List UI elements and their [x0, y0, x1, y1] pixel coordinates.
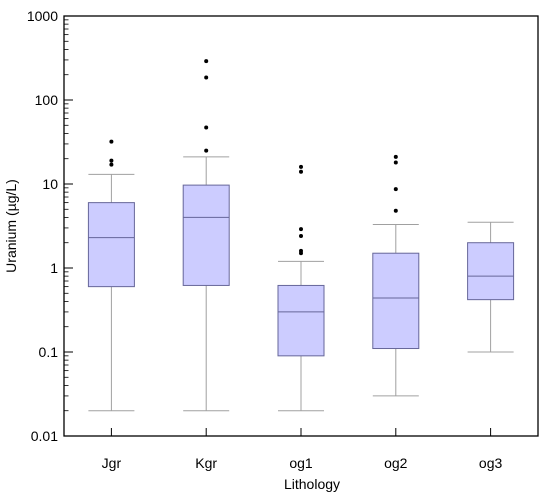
x-tick-label: Kgr — [195, 455, 217, 471]
box-group — [87, 139, 135, 412]
x-tick-label: og2 — [384, 455, 408, 471]
outlier-point — [299, 164, 303, 169]
outlier-point — [204, 75, 209, 80]
outlier-point — [393, 208, 398, 213]
outlier-point — [393, 154, 398, 159]
box-group — [372, 154, 420, 397]
outlier-point — [109, 158, 114, 163]
outlier-point — [393, 160, 398, 165]
outlier-point — [204, 125, 209, 130]
outlier-point — [299, 227, 303, 232]
box-iqr — [277, 284, 325, 357]
y-tick-label: 1 — [50, 260, 58, 276]
box-group — [467, 221, 515, 353]
x-axis-label: Lithology — [284, 476, 340, 492]
outlier-point — [393, 187, 398, 192]
x-tick-label: og3 — [479, 455, 503, 471]
x-tick-label: og1 — [289, 455, 313, 471]
box-iqr — [372, 252, 420, 350]
box-iqr — [467, 242, 515, 301]
outlier-point — [204, 59, 209, 64]
outlier-point — [299, 169, 303, 174]
x-tick-label: Jgr — [102, 455, 122, 471]
y-axis: 0.01 0.1 1 10 100 1000 — [27, 8, 73, 444]
outlier-point — [109, 139, 114, 144]
y-tick-label: 100 — [35, 92, 59, 108]
y-tick-label: 0.1 — [39, 344, 59, 360]
y-axis-label: Uranium (µg/L) — [3, 179, 19, 273]
box-iqr — [87, 202, 135, 288]
box-group — [277, 164, 325, 412]
outlier-point — [204, 148, 209, 153]
outlier-point — [109, 162, 114, 167]
x-axis: Jgr Kgr og1 og2 og3 — [102, 428, 503, 471]
box-iqr — [182, 184, 230, 286]
y-tick-label: 10 — [42, 176, 58, 192]
outlier-point — [299, 234, 303, 239]
y-tick-label: 0.01 — [31, 428, 58, 444]
box-group — [182, 59, 230, 412]
outlier-point — [299, 251, 303, 256]
box-series — [87, 59, 515, 412]
y-tick-label: 1000 — [27, 8, 58, 24]
